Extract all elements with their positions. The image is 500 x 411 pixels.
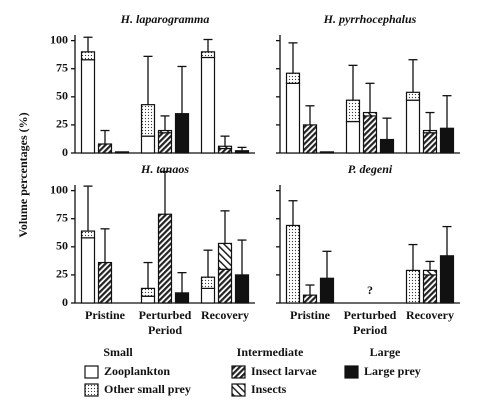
x-tick-label: Recovery: [406, 308, 454, 322]
bar-segment: [140, 295, 156, 304]
legend-swatch: [344, 365, 359, 379]
bar-segment: [80, 230, 96, 239]
y-tick-label: 0: [62, 295, 68, 309]
legend-label: Zooplankton: [104, 364, 170, 378]
bar-segment: [302, 294, 318, 304]
bar-segment: [422, 129, 438, 134]
panel-title: H. pyrrhocephalus: [323, 12, 417, 26]
legend-header: Intermediate: [237, 345, 304, 359]
bar-segment: [234, 274, 250, 304]
bar-segment: [217, 147, 233, 154]
x-tick-label: Recovery: [201, 308, 249, 322]
legend-swatch: [84, 365, 99, 379]
bar-segment: [422, 132, 438, 154]
x-tick-label: Pristine: [290, 308, 331, 322]
y-tick-label: 50: [56, 89, 68, 103]
y-tick-label: 25: [56, 267, 68, 281]
bar-segment: [362, 111, 378, 117]
bar-segment: [174, 113, 190, 154]
bar-segment: [405, 91, 421, 101]
y-tick-label: 75: [56, 60, 68, 74]
legend-header: Large: [370, 345, 401, 359]
bar-segment: [345, 120, 361, 154]
bar-segment: [285, 224, 301, 304]
legend-label: Insect larvae: [251, 364, 317, 378]
bar-segment: [285, 82, 301, 154]
bar-segment: [140, 104, 156, 137]
bar-segment: [234, 150, 250, 154]
bar-segment: [422, 274, 438, 304]
y-tick-label: 0: [62, 145, 68, 159]
bar-segment: [114, 151, 130, 154]
legend-label: Large prey: [364, 364, 421, 378]
y-tick-label: 100: [50, 182, 68, 196]
bar-segment: [80, 51, 96, 61]
legend-swatch: [231, 365, 246, 379]
legend-swatch: [231, 383, 246, 397]
bar-segment: [217, 268, 233, 304]
bar-segment: [157, 213, 173, 304]
y-tick-label: 75: [56, 210, 68, 224]
bar-segment: [97, 261, 113, 304]
legend-swatch: [84, 383, 99, 397]
bar-segment: [345, 99, 361, 123]
bar-segment: [174, 292, 190, 304]
bar-segment: [200, 51, 216, 59]
bar-segment: [422, 269, 438, 276]
y-tick-label: 25: [56, 117, 68, 131]
bar-segment: [405, 99, 421, 154]
panel-title: H. tanaos: [140, 162, 189, 176]
legend-header: Small: [103, 345, 133, 359]
bar-segment: [319, 151, 335, 154]
bar-segment: [157, 129, 173, 134]
bar-segment: [97, 143, 113, 154]
bar-segment: [157, 132, 173, 154]
y-tick-label: 50: [56, 239, 68, 253]
bar-segment: [140, 287, 156, 297]
bar-segment: [362, 115, 378, 154]
legend-label: Insects: [251, 382, 287, 396]
y-axis-label: Volume percentages (%): [16, 112, 30, 237]
y-tick-label: 100: [50, 32, 68, 46]
bar-segment: [80, 59, 96, 154]
x-tick-label: Perturbed Period: [139, 308, 192, 337]
bar-segment: [200, 56, 216, 154]
bar-segment: [80, 237, 96, 304]
bar-segment: [405, 269, 421, 304]
bar-segment: [285, 72, 301, 84]
bar-segment: [379, 138, 395, 154]
bar-segment: [319, 277, 335, 304]
bar-segment: [302, 124, 318, 154]
bar-segment: [200, 276, 216, 289]
bar-segment: [439, 255, 455, 304]
panel-title: P. degeni: [348, 162, 393, 176]
x-tick-label: Pristine: [85, 308, 126, 322]
bar-segment: [217, 145, 233, 150]
panel-title: H. laparogramma: [120, 12, 210, 26]
bar-segment: [217, 242, 233, 270]
bar-segment: [439, 127, 455, 154]
annotation: ?: [367, 283, 373, 297]
legend-label: Other small prey: [104, 382, 191, 396]
bar-segment: [200, 287, 216, 304]
bar-segment: [140, 135, 156, 154]
x-tick-label: Perturbed Period: [344, 308, 397, 337]
